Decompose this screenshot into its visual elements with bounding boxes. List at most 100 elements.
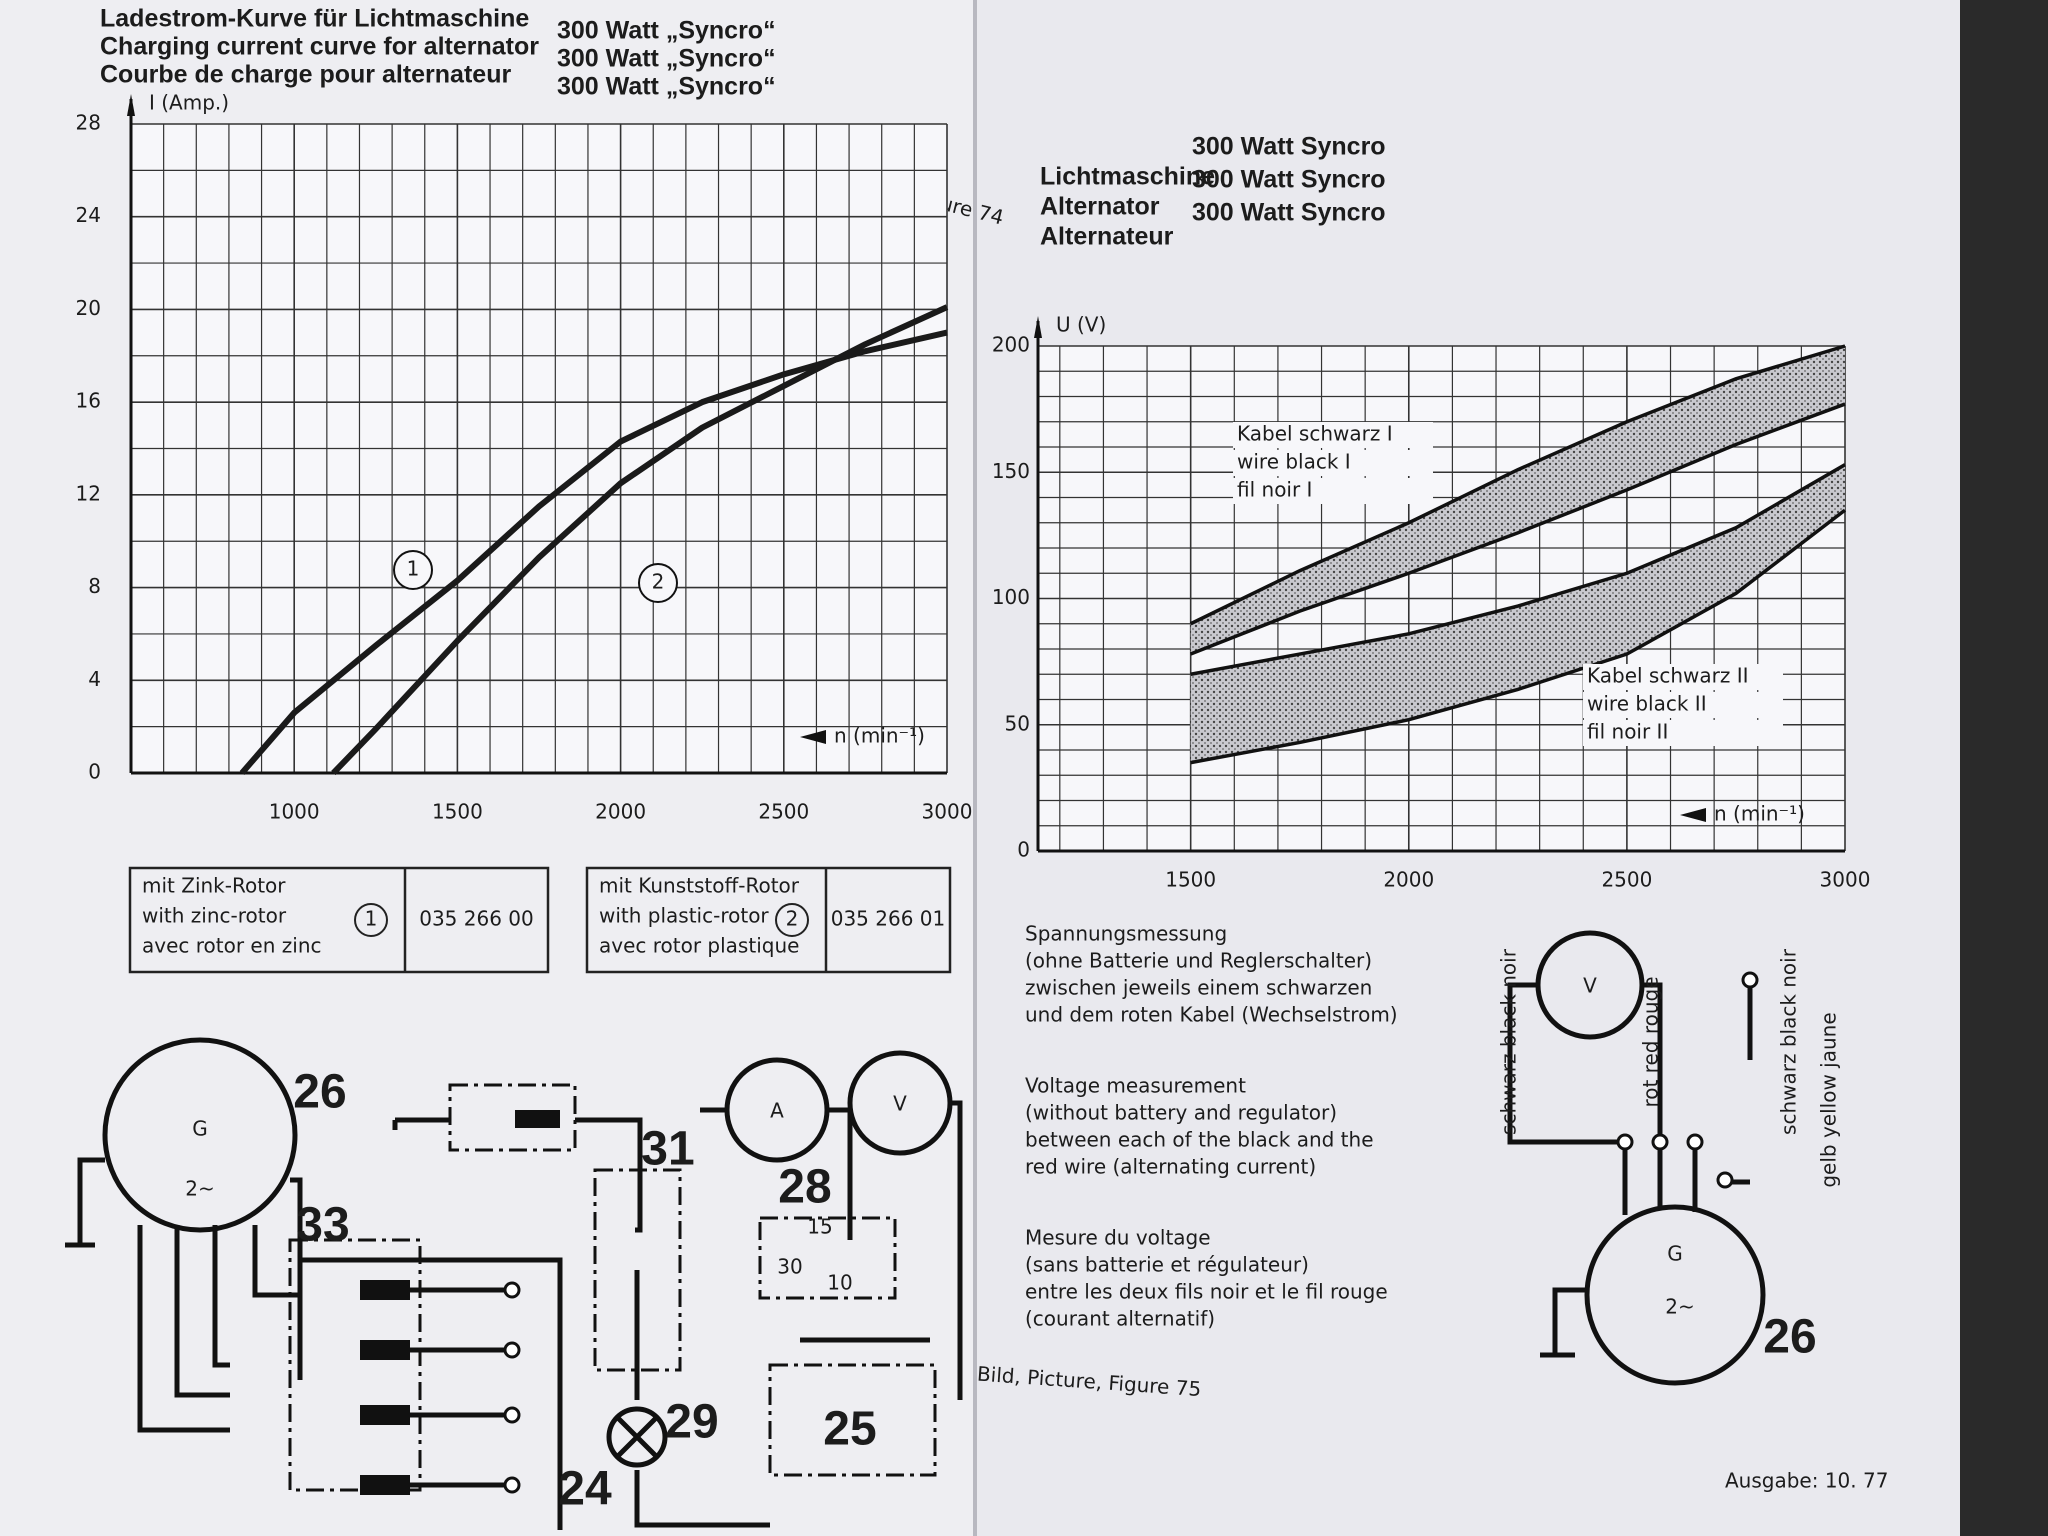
text: fil noir II xyxy=(1587,720,1668,744)
label-bg xyxy=(1233,450,1433,476)
text: mit Zink-Rotor xyxy=(142,874,286,898)
text: schwarz black noir xyxy=(1497,948,1521,1135)
text: G xyxy=(1667,1242,1683,1266)
text: with plastic-rotor xyxy=(599,904,769,928)
diagram-shape xyxy=(503,1341,521,1359)
diagram-shape xyxy=(1686,1133,1704,1151)
text: 300 Watt „Syncro“ xyxy=(557,45,776,73)
y-axis-label: U (V) xyxy=(1056,313,1106,337)
diagram-shape xyxy=(360,1475,410,1495)
label-bg xyxy=(1583,720,1783,746)
band-edge xyxy=(1190,402,1846,656)
y-axis-label: I (Amp.) xyxy=(149,91,229,115)
band-area xyxy=(1190,464,1845,763)
diagram-shape xyxy=(768,1363,937,1477)
diagram-shape xyxy=(360,1340,410,1360)
y-tick-label: 200 xyxy=(992,333,1030,357)
x-tick-label: 3000 xyxy=(922,800,973,824)
x-tick-label: 2500 xyxy=(758,800,809,824)
curve-marker xyxy=(638,563,678,603)
text: fil noir I xyxy=(1237,478,1312,502)
legend-box xyxy=(585,866,952,974)
text: A xyxy=(770,1099,784,1123)
text: Alternateur xyxy=(1040,223,1174,251)
x-tick-label: 1500 xyxy=(432,800,483,824)
text: between each of the black and the xyxy=(1025,1128,1374,1152)
text: Ausgabe: 10. 77 xyxy=(1725,1469,1888,1493)
diagram-shape xyxy=(847,1050,953,1156)
text: mit Kunststoff-Rotor xyxy=(599,874,800,898)
axis-arrow xyxy=(1034,316,1042,338)
y-tick-label: 24 xyxy=(76,203,101,227)
curve-marker xyxy=(393,550,433,590)
x-tick-label: 3000 xyxy=(1820,868,1871,892)
y-tick-label: 4 xyxy=(88,667,101,691)
text: V xyxy=(893,1092,907,1116)
y-tick-label: 0 xyxy=(1017,838,1030,862)
text: 300 Watt „Syncro“ xyxy=(557,17,776,45)
text: avec rotor plastique xyxy=(599,934,799,958)
y-tick-label: 16 xyxy=(76,389,101,413)
text: 28 xyxy=(778,1161,831,1214)
y-tick-label: 100 xyxy=(992,585,1030,609)
text: wire black I xyxy=(1237,450,1351,474)
text: Charging current curve for alternator xyxy=(100,33,539,61)
text: 2 xyxy=(786,907,799,931)
band-edge xyxy=(1190,508,1847,765)
text: 300 Watt Syncro xyxy=(1192,133,1386,161)
text: 10 xyxy=(827,1271,852,1295)
text: 2~ xyxy=(185,1177,214,1201)
text: red wire (alternating current) xyxy=(1025,1155,1316,1179)
y-tick-label: 8 xyxy=(88,574,101,598)
text: schwarz black noir xyxy=(1777,948,1801,1135)
text: Mesure du voltage xyxy=(1025,1226,1211,1250)
diagram-shape xyxy=(503,1406,521,1424)
y-tick-label: 0 xyxy=(88,760,101,784)
text: 300 Watt Syncro xyxy=(1192,199,1386,227)
diagram-shape xyxy=(503,1476,521,1494)
text: V xyxy=(1583,974,1597,998)
diagram-shape xyxy=(392,1100,963,1528)
legend-box xyxy=(128,866,550,974)
label-bg xyxy=(1583,692,1783,718)
band-edge xyxy=(1189,344,1846,626)
number-circle xyxy=(775,903,809,937)
text: gelb yellow jaune xyxy=(1817,1012,1841,1187)
label-bg xyxy=(1233,422,1433,448)
text: avec rotor en zinc xyxy=(142,934,322,958)
diagram-shape xyxy=(1741,971,1759,989)
curve-marker-label: 2 xyxy=(652,570,665,594)
text: Kabel schwarz I xyxy=(1237,422,1393,446)
text: 300 Watt Syncro xyxy=(1192,166,1386,194)
diagram-shape xyxy=(724,1057,830,1163)
text: 15 xyxy=(807,1215,832,1239)
diagram-shape xyxy=(1507,980,1753,1358)
line-series xyxy=(331,304,949,776)
text: Ladestrom-Kurve für Lichtmaschine xyxy=(100,5,529,33)
text: entre les deux fils noir et le fil rouge xyxy=(1025,1280,1388,1304)
text: 29 xyxy=(665,1396,718,1449)
text: 035 266 00 xyxy=(419,907,534,931)
diagram-shape xyxy=(615,1415,659,1459)
text: 26 xyxy=(1763,1311,1816,1364)
y-tick-label: 150 xyxy=(992,459,1030,483)
text: with zinc-rotor xyxy=(142,904,287,928)
y-tick-label: 12 xyxy=(76,481,101,505)
axis-arrow xyxy=(127,94,135,116)
diagram-shape xyxy=(102,1037,298,1233)
axis-arrow xyxy=(800,730,826,744)
text: (courant alternatif) xyxy=(1025,1307,1215,1331)
x-tick-label: 1500 xyxy=(1165,868,1216,892)
text: 33 xyxy=(296,1199,349,1252)
y-tick-label: 28 xyxy=(76,111,101,135)
diagram-shape xyxy=(606,1406,668,1468)
label-bg xyxy=(1583,664,1783,690)
diagram-shape xyxy=(758,1216,897,1300)
y-tick-label: 20 xyxy=(76,296,101,320)
diagram-shape xyxy=(1616,1133,1634,1151)
text: wire black II xyxy=(1587,692,1707,716)
diagram-shape xyxy=(360,1405,410,1425)
band-area xyxy=(1190,346,1845,655)
text: G xyxy=(192,1117,208,1141)
